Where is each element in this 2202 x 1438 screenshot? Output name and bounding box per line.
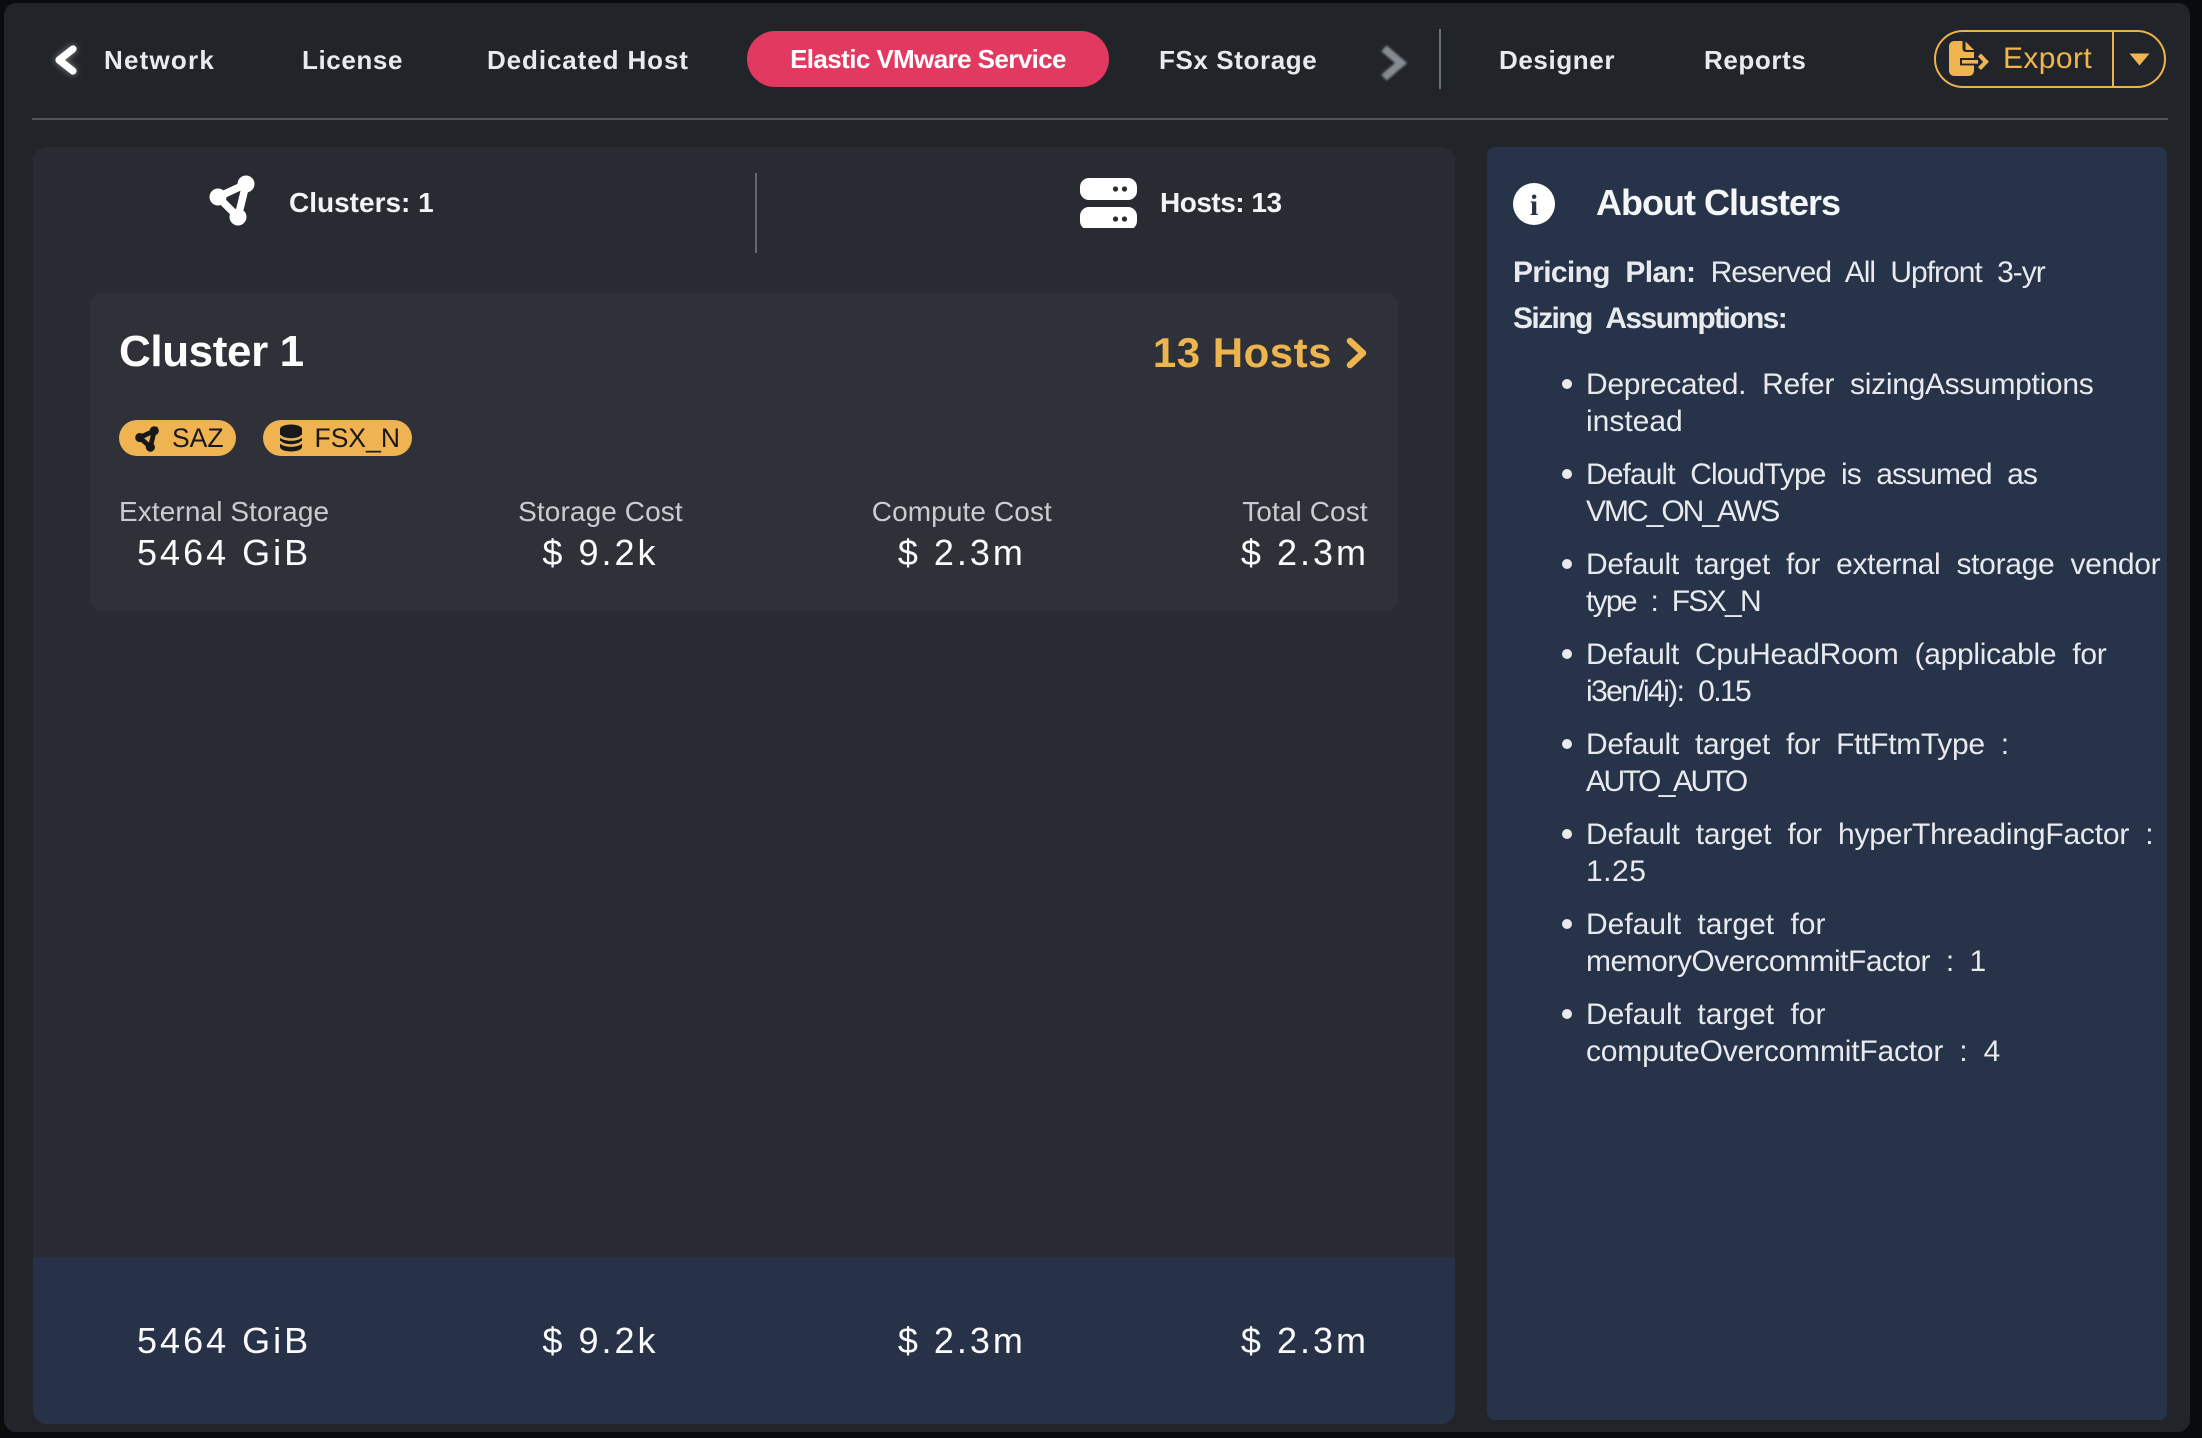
svg-text:i: i (1530, 189, 1538, 222)
